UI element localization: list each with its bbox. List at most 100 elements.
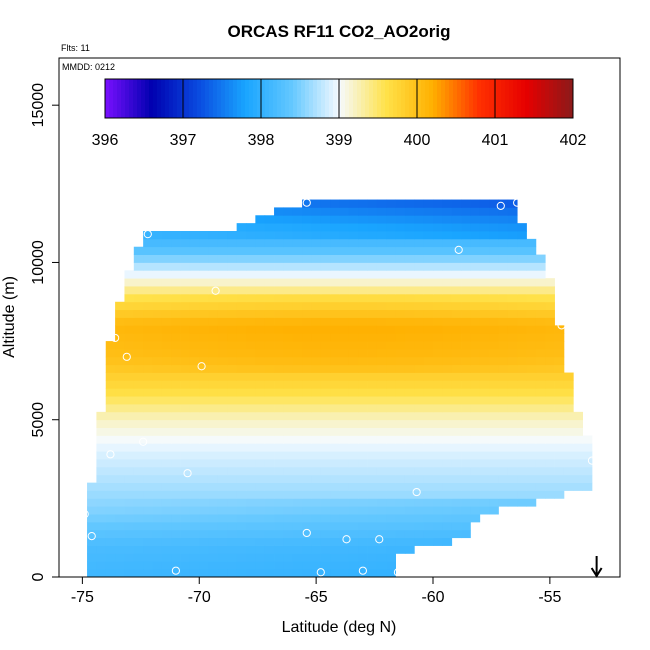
heatmap-cell bbox=[302, 309, 312, 318]
heatmap-cell bbox=[152, 569, 163, 577]
heatmap-cell bbox=[180, 561, 191, 570]
colorbar-segment bbox=[541, 79, 546, 118]
heatmap-cell bbox=[189, 427, 200, 436]
heatmap-cell bbox=[498, 333, 509, 342]
heatmap-cell bbox=[208, 466, 219, 476]
y-axis-label: Altitude (m) bbox=[1, 276, 18, 358]
heatmap-cell bbox=[470, 278, 481, 287]
heatmap-cell bbox=[255, 498, 266, 507]
heatmap-cell bbox=[330, 380, 340, 389]
heatmap-cell bbox=[143, 404, 153, 413]
heatmap-cell bbox=[143, 333, 153, 342]
heatmap-cell bbox=[124, 317, 135, 326]
heatmap-cell bbox=[264, 317, 275, 326]
heatmap-cell bbox=[105, 388, 116, 397]
heatmap-cell bbox=[199, 411, 209, 421]
heatmap-cell bbox=[423, 254, 434, 263]
heatmap-cell bbox=[348, 388, 359, 397]
heatmap-cell bbox=[199, 482, 209, 491]
heatmap-cell bbox=[302, 388, 312, 397]
heatmap-cell bbox=[451, 506, 462, 515]
heatmap-cell bbox=[358, 411, 368, 421]
heatmap-cell bbox=[283, 451, 294, 460]
heatmap-cell bbox=[498, 278, 509, 287]
heatmap-cell bbox=[498, 419, 509, 428]
heatmap-cell bbox=[105, 348, 116, 358]
heatmap-cell bbox=[180, 309, 191, 318]
heatmap-cell bbox=[180, 404, 191, 413]
heatmap-cell bbox=[133, 309, 144, 318]
heatmap-cell bbox=[274, 364, 284, 373]
colorbar-segment bbox=[177, 79, 182, 118]
heatmap-cell bbox=[274, 262, 284, 271]
heatmap-cell bbox=[161, 537, 172, 546]
heatmap-cell bbox=[124, 356, 135, 366]
heatmap-cell bbox=[152, 427, 163, 436]
heatmap-cell bbox=[404, 482, 415, 491]
heatmap-cell bbox=[376, 286, 387, 295]
heatmap-cell bbox=[292, 223, 303, 232]
heatmap-cell bbox=[348, 521, 359, 531]
heatmap-cell bbox=[161, 262, 172, 271]
heatmap-cell bbox=[348, 215, 359, 224]
heatmap-cell bbox=[442, 364, 453, 373]
heatmap-cell bbox=[189, 466, 200, 476]
heatmap-cell bbox=[320, 262, 331, 271]
heatmap-cell bbox=[208, 293, 219, 303]
heatmap-cell bbox=[404, 199, 415, 208]
heatmap-cell bbox=[217, 333, 228, 342]
heatmap-cell bbox=[451, 514, 462, 523]
heatmap-cell bbox=[461, 443, 471, 452]
heatmap-cell bbox=[526, 466, 537, 476]
heatmap-cell bbox=[451, 246, 462, 255]
heatmap-cell bbox=[255, 231, 266, 240]
heatmap-cell bbox=[526, 419, 537, 428]
heatmap-cell bbox=[423, 529, 434, 539]
heatmap-cell bbox=[143, 356, 153, 366]
heatmap-cell bbox=[461, 246, 471, 255]
heatmap-cell bbox=[535, 254, 546, 263]
heatmap-cell bbox=[423, 443, 434, 452]
heatmap-cell bbox=[143, 231, 153, 240]
heatmap-cell bbox=[367, 553, 378, 562]
heatmap-cell bbox=[535, 490, 546, 499]
heatmap-cell bbox=[171, 396, 181, 405]
heatmap-cell bbox=[404, 466, 415, 476]
heatmap-cell bbox=[283, 286, 294, 295]
heatmap-cell bbox=[470, 293, 481, 303]
colorbar-segment bbox=[161, 79, 166, 118]
heatmap-cell bbox=[189, 238, 200, 248]
heatmap-cell bbox=[189, 537, 200, 546]
heatmap-cell bbox=[292, 419, 303, 428]
heatmap-cell bbox=[105, 490, 116, 499]
heatmap-cell bbox=[161, 459, 172, 468]
heatmap-cell bbox=[339, 427, 350, 436]
heatmap-cell bbox=[461, 293, 471, 303]
heatmap-cell bbox=[320, 451, 331, 460]
heatmap-cell bbox=[171, 238, 181, 248]
heatmap-cell bbox=[302, 396, 312, 405]
heatmap-cell bbox=[563, 404, 574, 413]
heatmap-cell bbox=[376, 372, 387, 381]
heatmap-cell bbox=[143, 238, 153, 248]
heatmap-cell bbox=[507, 364, 518, 373]
heatmap-cell bbox=[545, 427, 555, 436]
heatmap-cell bbox=[573, 419, 583, 428]
y-tick-label: 10000 bbox=[30, 240, 47, 285]
heatmap-cell bbox=[330, 459, 340, 468]
heatmap-cell bbox=[199, 356, 209, 366]
heatmap-cell bbox=[367, 301, 378, 311]
heatmap-cell bbox=[423, 317, 434, 326]
heatmap-cell bbox=[404, 262, 415, 271]
heatmap-cell bbox=[208, 356, 219, 366]
heatmap-cell bbox=[563, 427, 574, 436]
heatmap-cell bbox=[498, 231, 509, 240]
heatmap-cell bbox=[115, 506, 125, 515]
heatmap-cell bbox=[189, 380, 200, 389]
heatmap-cell bbox=[367, 238, 378, 248]
heatmap-cell bbox=[461, 333, 471, 342]
heatmap-cell bbox=[302, 474, 312, 484]
heatmap-cell bbox=[227, 372, 238, 381]
heatmap-cell bbox=[311, 301, 322, 311]
heatmap-cell bbox=[283, 466, 294, 476]
